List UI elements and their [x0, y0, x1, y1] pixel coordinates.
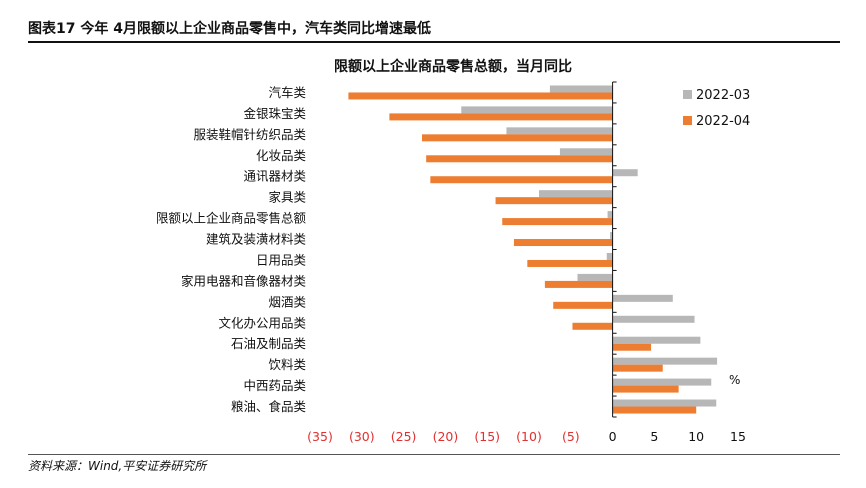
bar-2022-03-12	[612, 336, 701, 344]
bar-2022-04-5	[495, 197, 613, 205]
bar-2022-03-2	[506, 127, 613, 135]
category-label: 文化办公用品类	[218, 315, 306, 330]
bar-2022-03-11	[612, 315, 695, 323]
legend: 2022-03 2022-04	[683, 88, 750, 129]
bar-2022-03-13	[612, 357, 718, 365]
bar-2022-04-14	[612, 385, 679, 393]
bar-2022-04-10	[553, 301, 613, 309]
x-tick-label: (25)	[391, 429, 417, 444]
bar-2022-03-10	[612, 294, 673, 302]
category-label: 石油及制品类	[231, 336, 307, 351]
bar-2022-04-2	[421, 134, 613, 142]
bar-2022-04-11	[572, 322, 613, 330]
x-tick-label: (10)	[516, 429, 542, 444]
source-note: 资料来源：Wind,平安证券研究所	[28, 459, 207, 473]
category-label: 家用电器和音像器材类	[181, 273, 307, 288]
category-label: 家具类	[268, 190, 306, 205]
bar-2022-03-6	[607, 211, 613, 219]
bar-2022-03-7	[610, 232, 613, 240]
category-label: 建筑及装潢材料类	[206, 232, 307, 247]
bar-2022-04-0	[348, 92, 613, 100]
bar-2022-04-3	[426, 155, 613, 163]
bar-2022-04-15	[612, 406, 697, 414]
bar-2022-04-6	[502, 218, 613, 226]
legend-swatch-2022-03	[683, 90, 692, 99]
bar-2022-03-3	[559, 148, 613, 156]
legend-swatch-2022-04	[683, 116, 692, 125]
category-label: 饮料类	[268, 357, 306, 372]
x-tick-label: 5	[650, 429, 658, 444]
bar-2022-03-0	[549, 85, 613, 93]
x-tick-label: (35)	[307, 429, 333, 444]
bar-2022-03-14	[612, 378, 712, 386]
x-tick-label: 0	[609, 429, 617, 444]
bar-2022-03-8	[606, 252, 613, 260]
x-tick-label: 10	[688, 429, 704, 444]
x-tick-label: (20)	[433, 429, 459, 444]
category-label: 金银珠宝类	[243, 106, 306, 121]
figure-header: 图表17 今年 4月限额以上企业商品零售中，汽车类同比增速最低	[28, 21, 431, 37]
x-tick-label: (15)	[474, 429, 500, 444]
category-label: 限额以上企业商品零售总额	[156, 211, 307, 226]
category-label: 粮油、食品类	[231, 399, 307, 414]
bar-2022-04-8	[527, 259, 613, 267]
bar-2022-04-1	[389, 113, 613, 121]
unit-label: %	[729, 373, 740, 387]
axes	[612, 81, 617, 418]
bar-2022-03-9	[577, 273, 613, 281]
legend-label-2022-04: 2022-04	[696, 114, 750, 129]
chart-title: 限额以上企业商品零售总额，当月同比	[334, 58, 572, 75]
header-rule	[28, 41, 840, 43]
bar-2022-03-1	[461, 106, 613, 114]
x-tick-label: (30)	[349, 429, 375, 444]
x-tick-label: (5)	[562, 429, 580, 444]
category-label: 通讯器材类	[243, 169, 306, 184]
bar-2022-03-5	[539, 190, 613, 198]
bars-group	[348, 85, 718, 414]
category-label: 日用品类	[256, 252, 307, 267]
legend-label-2022-03: 2022-03	[696, 88, 750, 103]
bar-2022-04-4	[430, 176, 613, 184]
x-tick-label: 15	[730, 429, 746, 444]
bar-2022-03-4	[612, 169, 638, 177]
category-label: 中西药品类	[243, 378, 306, 393]
bar-2022-04-9	[544, 280, 613, 288]
category-label: 烟酒类	[268, 294, 306, 309]
bar-2022-04-7	[513, 239, 613, 247]
category-label: 化妆品类	[256, 148, 307, 163]
bar-2022-04-12	[612, 343, 652, 351]
footer-rule	[28, 454, 840, 455]
bar-2022-04-13	[612, 364, 663, 372]
category-labels: 汽车类金银珠宝类服装鞋帽针纺织品类化妆品类通讯器材类家具类限额以上企业商品零售总…	[156, 85, 307, 414]
category-label: 服装鞋帽针纺织品类	[193, 127, 306, 142]
category-label: 汽车类	[268, 85, 306, 100]
x-tick-labels: (35) (30) (25) (20) (15) (10) (5) 0 5 10 15	[307, 429, 746, 444]
bar-2022-03-15	[612, 399, 717, 407]
